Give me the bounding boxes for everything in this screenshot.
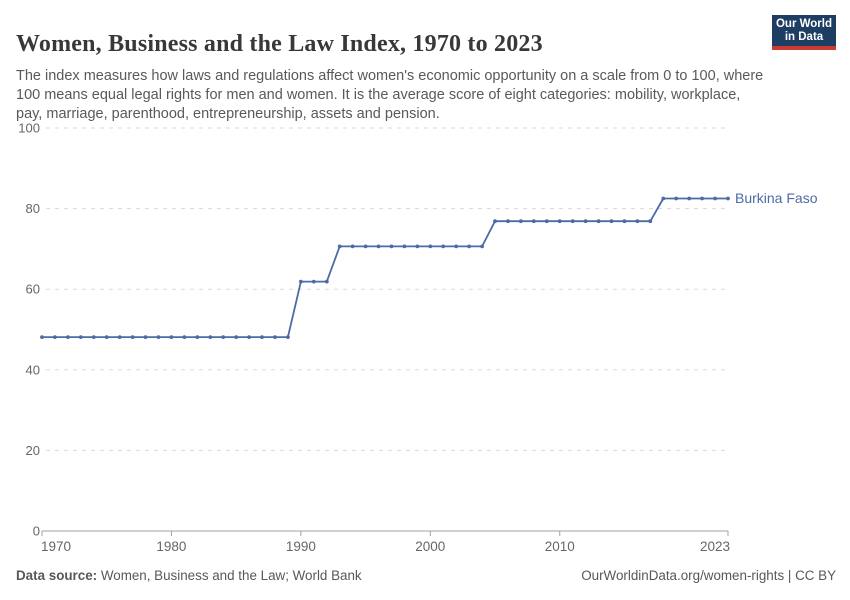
owid-logo: Our World in Data [772, 15, 836, 50]
data-point[interactable] [402, 244, 407, 249]
data-source-text: Women, Business and the Law; World Bank [97, 568, 362, 583]
data-point[interactable] [273, 335, 277, 339]
data-point[interactable] [376, 244, 381, 249]
data-point[interactable] [221, 335, 226, 339]
data-point[interactable] [557, 219, 562, 224]
series-path [42, 197, 728, 339]
data-point[interactable] [182, 335, 187, 339]
series-line [42, 197, 728, 339]
x-tick-label: 2000 [415, 539, 445, 554]
data-point[interactable] [441, 244, 446, 249]
data-point[interactable] [622, 219, 627, 224]
data-point[interactable] [169, 335, 174, 339]
data-point[interactable] [713, 196, 717, 201]
page-title: Women, Business and the Law Index, 1970 … [16, 31, 543, 58]
data-point[interactable] [195, 335, 200, 339]
data-point[interactable] [143, 335, 148, 339]
data-point[interactable] [531, 219, 536, 224]
data-point[interactable] [208, 335, 213, 339]
data-point[interactable] [635, 219, 640, 224]
x-tick-label: 1980 [156, 539, 186, 554]
data-point[interactable] [428, 244, 433, 249]
data-point[interactable] [299, 279, 303, 284]
data-point[interactable] [260, 335, 264, 339]
data-point[interactable] [130, 335, 135, 339]
data-point[interactable] [156, 335, 161, 339]
y-tick-label: 60 [26, 282, 40, 297]
y-axis-labels: 0 20 40 60 80 100 [18, 121, 40, 539]
data-point[interactable] [519, 219, 523, 224]
data-point[interactable] [91, 335, 96, 339]
owid-logo-line2: in Data [784, 31, 824, 43]
y-tick-label: 100 [18, 121, 40, 136]
data-point[interactable] [687, 196, 692, 201]
y-tick-label: 40 [26, 362, 40, 377]
data-source: Data source: Women, Business and the Law… [16, 568, 362, 583]
data-point[interactable] [104, 335, 109, 339]
x-tick-label: 1990 [286, 539, 316, 554]
owid-link[interactable]: OurWorldinData.org/women-rights | CC BY [581, 568, 836, 583]
data-point[interactable] [78, 335, 83, 339]
series-label: Burkina Faso [735, 190, 818, 206]
data-point[interactable] [363, 244, 368, 249]
data-point[interactable] [389, 244, 394, 249]
data-point[interactable] [324, 279, 329, 284]
data-point[interactable] [53, 335, 57, 339]
data-point[interactable] [544, 219, 549, 224]
data-point[interactable] [247, 335, 252, 339]
data-point[interactable] [467, 244, 471, 249]
data-point[interactable] [570, 219, 575, 224]
data-point[interactable] [350, 244, 355, 249]
data-point[interactable] [648, 219, 653, 224]
x-tick-label: 1970 [41, 539, 71, 554]
x-tick-label: 2023 [700, 539, 730, 554]
data-point[interactable] [66, 335, 70, 339]
owid-logo-line1: Our World [775, 18, 832, 30]
data-point[interactable] [311, 279, 316, 284]
data-point[interactable] [454, 244, 459, 249]
data-point[interactable] [661, 196, 666, 201]
data-point[interactable] [493, 219, 497, 224]
data-point[interactable] [506, 219, 510, 224]
data-point[interactable] [609, 219, 614, 224]
y-tick-label: 80 [26, 201, 40, 216]
data-point[interactable] [286, 335, 290, 339]
data-point[interactable] [117, 335, 122, 339]
data-point[interactable] [234, 335, 239, 339]
data-point[interactable] [700, 196, 704, 201]
x-tick-label: 2010 [545, 539, 575, 554]
x-axis [41, 530, 729, 536]
series-points[interactable] [40, 196, 730, 339]
x-axis-labels: 1970 1980 1990 2000 2010 2023 [41, 539, 730, 554]
data-point[interactable] [674, 196, 679, 201]
y-tick-label: 20 [26, 443, 40, 458]
y-gridlines [46, 127, 728, 451]
data-source-label: Data source: [16, 568, 98, 583]
data-point[interactable] [596, 219, 601, 224]
data-point[interactable] [337, 244, 342, 249]
data-point[interactable] [726, 196, 730, 201]
data-point[interactable] [583, 219, 588, 224]
data-point[interactable] [415, 244, 420, 249]
data-point[interactable] [480, 244, 484, 249]
data-point[interactable] [40, 335, 44, 339]
y-tick-label: 0 [33, 524, 40, 539]
chart-subtitle: The index measures how laws and regulati… [16, 67, 764, 122]
